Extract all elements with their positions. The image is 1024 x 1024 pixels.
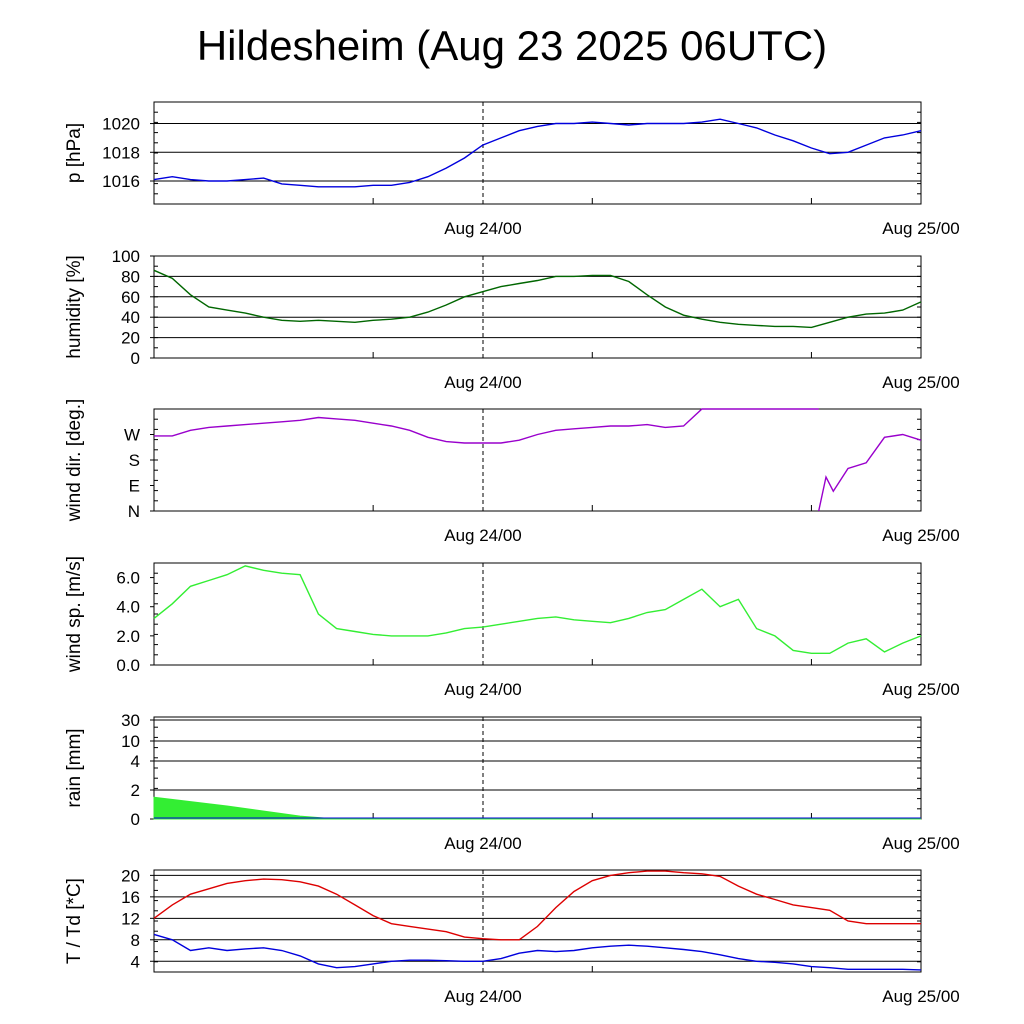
- wind-direction-y-axis-label: wind dir. [deg.]: [64, 399, 85, 523]
- wind-direction-x-tick-label: Aug 24/00: [444, 526, 522, 545]
- wind-speed-x-tick-label: Aug 25/00: [882, 680, 960, 699]
- pressure-y-tick-label: 1020: [102, 115, 140, 134]
- pressure-y-tick-label: 1018: [102, 143, 140, 162]
- humidity-y-tick-label: 40: [121, 308, 140, 327]
- temperature-y-tick-label: 4: [131, 952, 140, 971]
- temperature-x-tick-label: Aug 24/00: [444, 987, 522, 1006]
- pressure-plot-frame: [153, 101, 922, 205]
- wind-speed-x-tick-label: Aug 24/00: [444, 680, 522, 699]
- pressure-x-tick-label: Aug 25/00: [882, 219, 960, 238]
- rain-y-tick-label: 4: [131, 752, 140, 771]
- wind-speed-y-tick-label: 0.0: [116, 656, 140, 675]
- humidity-y-tick-label: 0: [131, 349, 140, 368]
- pressure-y-axis-label: p [hPa]: [64, 123, 85, 183]
- wind-speed-y-tick-label: 4.0: [116, 598, 140, 617]
- temperature-y-tick-label: 12: [121, 909, 140, 928]
- wind-direction-plot-frame: [153, 408, 922, 512]
- wind-direction-y-tick-label: W: [124, 426, 140, 445]
- rain-x-tick-label: Aug 25/00: [882, 834, 960, 853]
- rain-x-tick-label: Aug 24/00: [444, 834, 522, 853]
- wind-direction-x-tick-label: Aug 25/00: [882, 526, 960, 545]
- wind-direction-line: [154, 408, 819, 444]
- humidity-y-tick-label: 60: [121, 288, 140, 307]
- pressure-x-tick-label: Aug 24/00: [444, 219, 522, 238]
- pressure-y-tick-label: 1016: [102, 172, 140, 191]
- wind-speed-plot-frame: [153, 562, 922, 666]
- humidity-line: [153, 269, 922, 329]
- rain-y-tick-label: 30: [121, 711, 140, 730]
- rain-y-axis-label: rain [mm]: [64, 728, 85, 807]
- temperature-series-td-line: [153, 933, 922, 971]
- wind-speed-y-axis-label: wind sp. [m/s]: [64, 556, 85, 673]
- wind-speed-line: [153, 565, 922, 654]
- wind-direction-y-tick-label: N: [128, 502, 140, 521]
- pressure-line: [153, 118, 922, 188]
- humidity-y-tick-label: 100: [112, 247, 140, 266]
- wind-speed-y-tick-label: 2.0: [116, 627, 140, 646]
- temperature-y-tick-label: 20: [121, 866, 140, 885]
- chart-title: Hildesheim (Aug 23 2025 06UTC): [196, 22, 828, 69]
- rain-area: [153, 796, 921, 820]
- wind-direction-line-wrapped: [818, 433, 922, 512]
- temperature-x-tick-label: Aug 25/00: [882, 987, 960, 1006]
- temperature-y-tick-label: 8: [131, 931, 140, 950]
- rain-plot-frame: [153, 716, 922, 820]
- wind-direction-y-tick-label: E: [129, 477, 140, 496]
- rain-y-tick-label: 0: [131, 810, 140, 829]
- humidity-x-tick-label: Aug 25/00: [882, 373, 960, 392]
- temperature-y-axis-label: T / Td [*C]: [64, 878, 85, 964]
- humidity-y-axis-label: humidity [%]: [64, 255, 85, 358]
- humidity-y-tick-label: 20: [121, 329, 140, 348]
- humidity-plot-frame: [153, 255, 922, 359]
- wind-direction-y-tick-label: S: [129, 451, 140, 470]
- humidity-y-tick-label: 80: [121, 267, 140, 286]
- temperature-series-t-line: [153, 870, 921, 941]
- wind-speed-y-tick-label: 6.0: [116, 569, 140, 588]
- rain-y-tick-label: 2: [131, 781, 140, 800]
- humidity-x-tick-label: Aug 24/00: [444, 373, 522, 392]
- rain-y-tick-label: 10: [121, 732, 140, 751]
- temperature-plot-frame: [153, 869, 922, 973]
- temperature-y-tick-label: 16: [121, 888, 140, 907]
